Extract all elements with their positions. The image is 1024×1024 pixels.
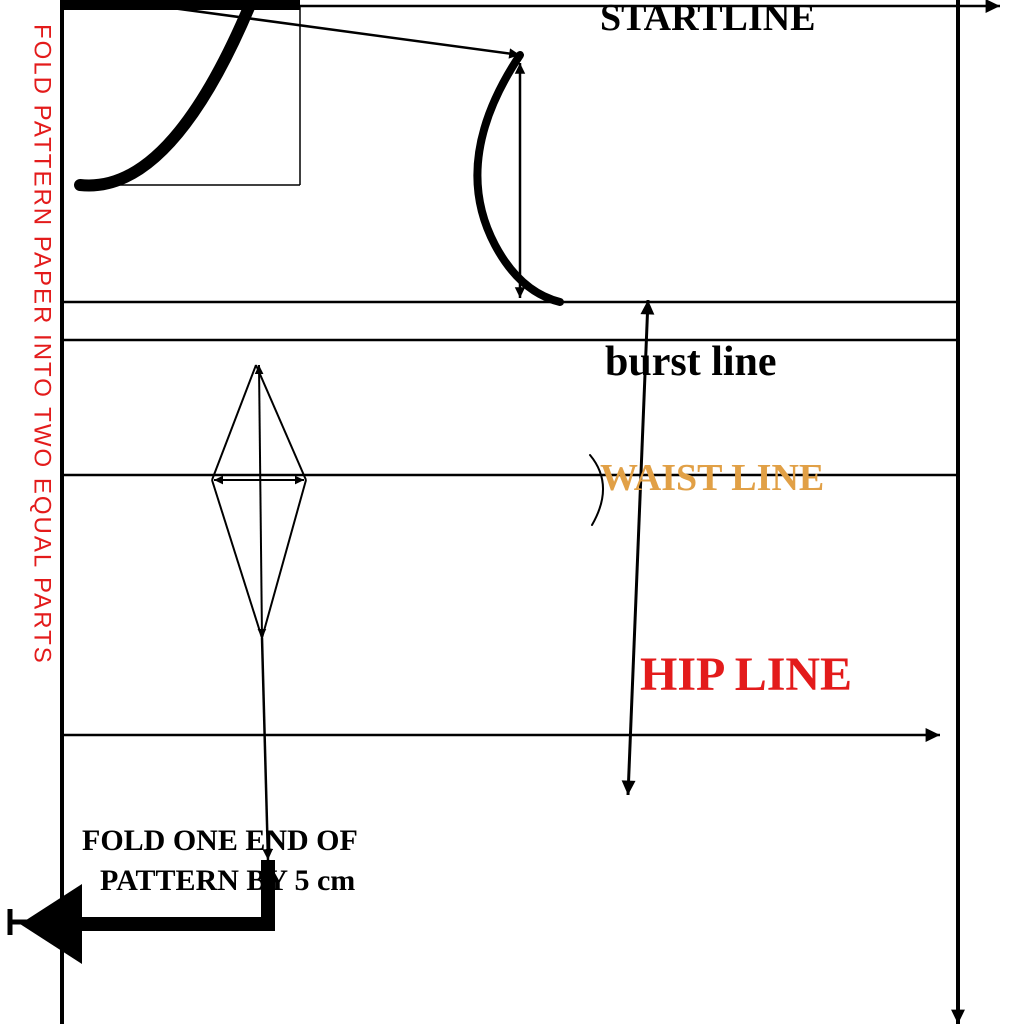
right-edge-line <box>951 1010 965 1024</box>
neckline-curve <box>80 5 250 186</box>
fold-arrow-head <box>20 884 82 964</box>
label-waist-line: WAIST LINE <box>600 457 824 499</box>
label-fold-bottom-1: FOLD ONE END OF <box>82 824 358 857</box>
label-startline: STARTLINE <box>600 0 815 39</box>
label-fold-bottom-2: PATTERN BY 5 cm <box>100 864 355 897</box>
shoulder-line <box>150 5 520 55</box>
armhole-curve <box>477 55 560 302</box>
label-burst-line: burst line <box>605 339 777 385</box>
label-hip-line: HIP LINE <box>640 648 852 701</box>
sewing-pattern-diagram: STARTLINE burst line WAIST LINE HIP LINE FOL… <box>0 0 1024 1024</box>
label-fold-vertical: FOLD PATTERN PAPER INTO TWO EQUAL PARTS <box>29 24 56 665</box>
